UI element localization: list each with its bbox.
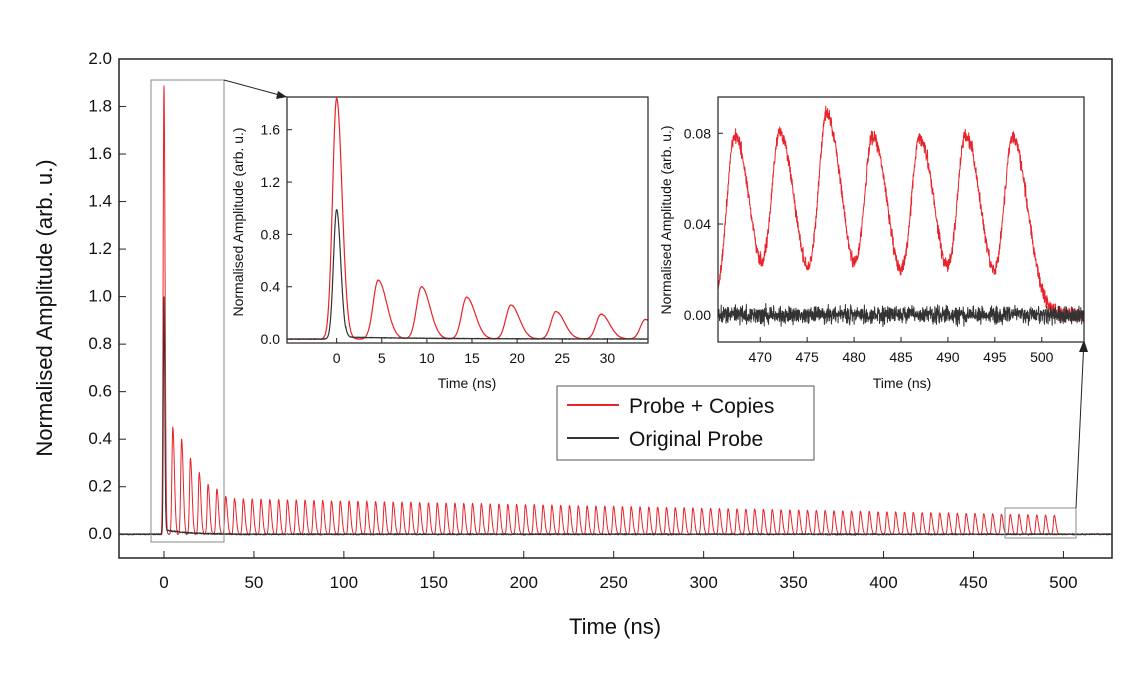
inset-left-series <box>287 97 648 340</box>
x-tick-label: 490 <box>936 349 960 365</box>
y-tick-label: 0.04 <box>684 216 711 232</box>
main-plot-frame <box>118 58 1113 559</box>
zoom-indicators <box>150 79 1088 543</box>
legend-label-original-probe: Original Probe <box>629 428 763 451</box>
inset-right-series <box>718 105 1084 328</box>
x-tick-label: 5 <box>378 350 386 366</box>
x-tick-label: 350 <box>779 573 807 592</box>
main-x-axis-label: Time (ns) <box>569 614 661 639</box>
zoom-box-left <box>150 79 225 543</box>
legend: Probe + Copies Original Probe <box>556 385 815 461</box>
inset-right-plot: 470 475 480 485 490 495 500 0.00 0.04 0.08 Time (… <box>658 96 1085 391</box>
y-tick-label: 1.2 <box>261 174 281 190</box>
y-tick-label: 1.8 <box>88 97 112 116</box>
x-tick-label: 480 <box>842 349 866 365</box>
y-tick-label: 0.08 <box>684 125 711 141</box>
x-tick-label: 200 <box>510 573 538 592</box>
x-tick-label: 15 <box>464 350 480 366</box>
x-tick-label: 30 <box>600 350 616 366</box>
zoom-arrowhead-left <box>276 91 287 99</box>
x-tick-label: 450 <box>959 573 987 592</box>
y-tick-label: 0.2 <box>88 477 112 496</box>
inset-right-frame <box>717 96 1085 343</box>
zoom-connector-right <box>1075 339 1085 509</box>
zoom-arrowhead-right <box>1079 340 1088 352</box>
inset-left-y-axis-label: Normalised Amplitude (arb. u.) <box>230 127 246 316</box>
main-series <box>119 85 1112 536</box>
main-series-original-probe-line <box>119 296 1112 536</box>
y-tick-label: 0.8 <box>261 226 281 242</box>
y-tick-label: 0.0 <box>261 331 281 347</box>
y-tick-label: 0.4 <box>88 429 112 448</box>
zoom-box-right <box>1004 507 1077 539</box>
y-tick-label: 1.6 <box>261 122 281 138</box>
y-tick-label: 1.0 <box>88 287 112 306</box>
inset-right-series-probe-copies-line <box>718 105 1084 323</box>
inset-left-ticks: 0 5 10 15 20 25 30 0.0 0.4 0.8 1.2 1.6 <box>261 122 616 366</box>
x-tick-label: 470 <box>749 349 773 365</box>
y-tick-label: 0.0 <box>88 524 112 543</box>
x-tick-label: 25 <box>554 350 570 366</box>
x-tick-label: 50 <box>244 573 263 592</box>
main-ticks: 0 50 100 150 200 250 300 350 400 450 5000.00.20.40… <box>88 49 1077 592</box>
y-tick-label: 1.6 <box>88 144 112 163</box>
x-tick-label: 475 <box>795 349 819 365</box>
x-tick-label: 500 <box>1049 573 1077 592</box>
x-tick-label: 500 <box>1030 349 1054 365</box>
y-tick-label: 0.8 <box>88 334 112 353</box>
x-tick-label: 495 <box>983 349 1007 365</box>
y-tick-label: 1.2 <box>88 239 112 258</box>
y-tick-label: 1.4 <box>88 192 112 211</box>
x-tick-label: 10 <box>419 350 435 366</box>
x-tick-label: 300 <box>689 573 717 592</box>
y-tick-label: 0.4 <box>261 279 281 295</box>
x-tick-label: 150 <box>420 573 448 592</box>
inset-right-y-axis-label: Normalised Amplitude (arb. u.) <box>658 125 674 314</box>
y-tick-label: 0.6 <box>88 382 112 401</box>
y-tick-label: 2.0 <box>88 49 112 68</box>
x-tick-label: 250 <box>600 573 628 592</box>
legend-label-probe-copies: Probe + Copies <box>629 395 774 418</box>
inset-right-series-original-probe-line <box>718 302 1084 328</box>
inset-left-frame <box>286 96 649 344</box>
x-tick-label: 0 <box>159 573 168 592</box>
zoom-connector-left <box>223 79 288 98</box>
inset-right-x-axis-label: Time (ns) <box>873 375 932 391</box>
inset-right-background <box>718 97 1084 342</box>
main-y-axis-label: Normalised Amplitude (arb. u.) <box>32 159 57 456</box>
x-tick-label: 400 <box>869 573 897 592</box>
inset-left-background <box>287 97 648 343</box>
x-tick-label: 485 <box>889 349 913 365</box>
x-tick-label: 0 <box>333 350 341 366</box>
main-plot: 0 50 100 150 200 250 300 350 400 450 5000.00.20.40… <box>32 49 1113 639</box>
y-tick-label: 0.00 <box>684 307 711 323</box>
inset-left-x-axis-label: Time (ns) <box>438 375 497 391</box>
inset-left-plot: 0 5 10 15 20 25 30 0.0 0.4 0.8 1.2 1.6 Time (ns) No… <box>230 96 649 391</box>
inset-right-ticks: 470 475 480 485 490 495 500 0.00 0.04 0.08 <box>684 125 1054 365</box>
legend-box <box>556 385 815 461</box>
inset-left-series-original-probe-line <box>287 209 648 340</box>
x-tick-label: 100 <box>330 573 358 592</box>
x-tick-label: 20 <box>509 350 525 366</box>
